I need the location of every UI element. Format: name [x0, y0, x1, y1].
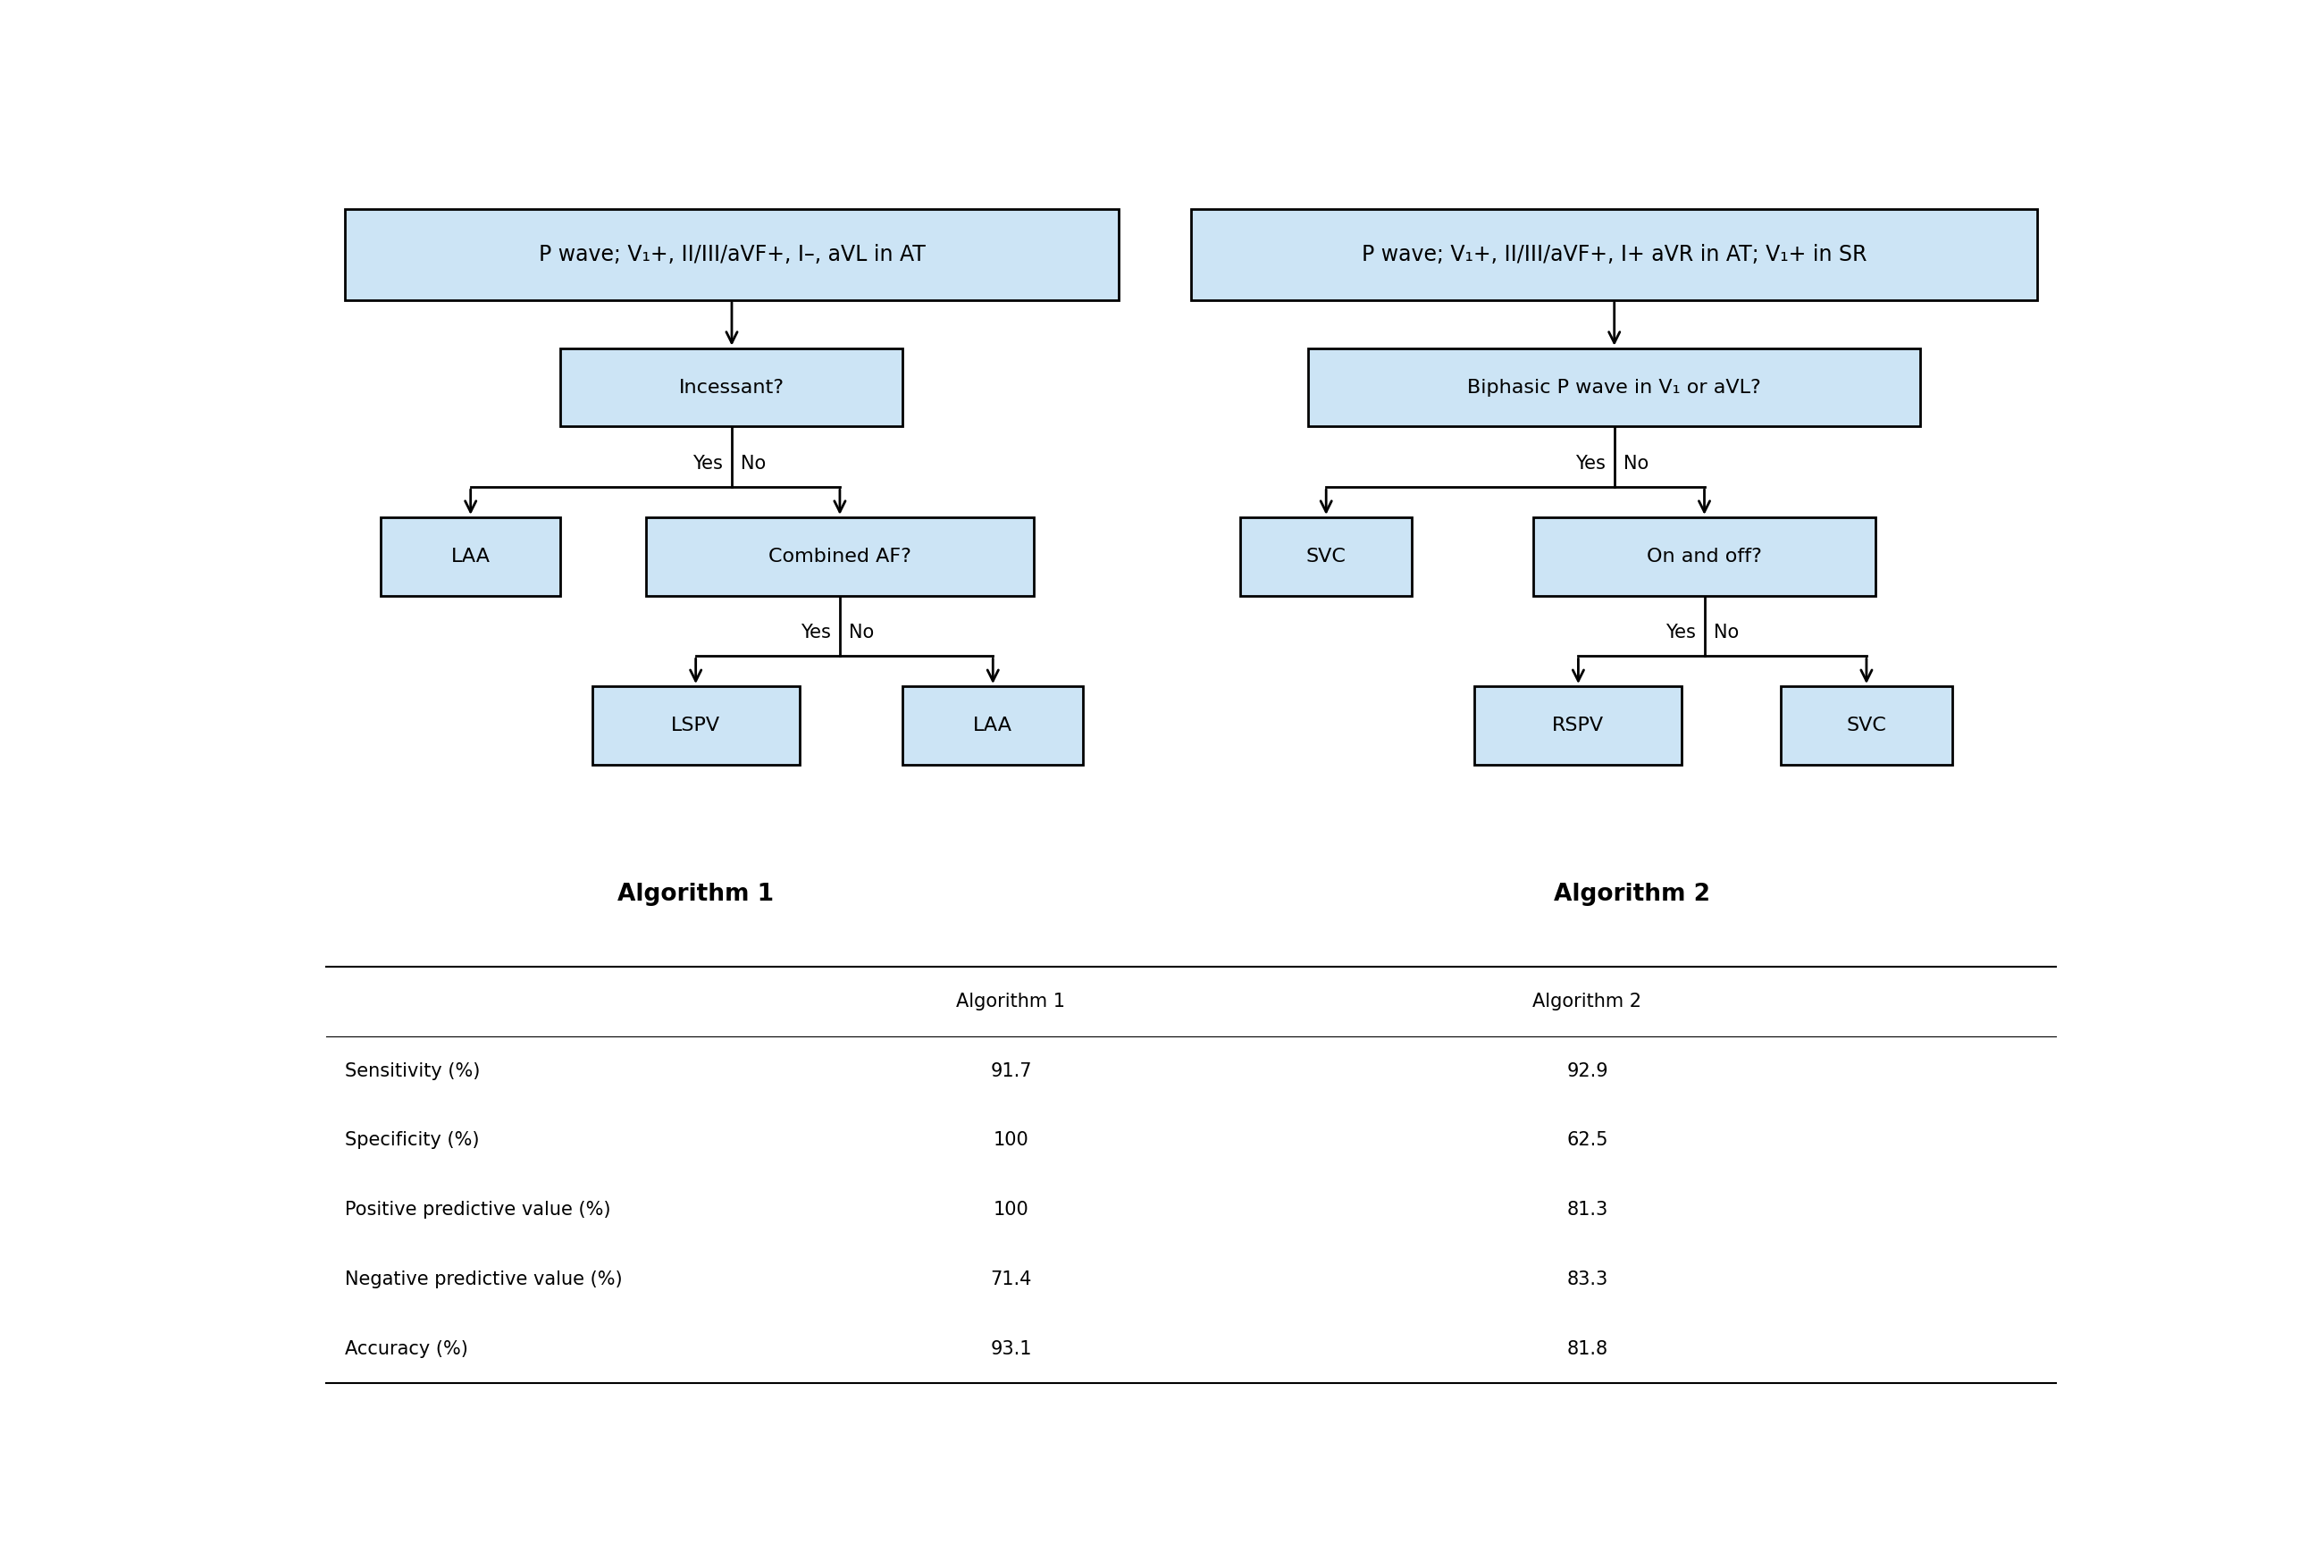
Text: Accuracy (%): Accuracy (%)	[344, 1339, 467, 1358]
Text: P wave; V₁+, II/III/aVF+, I+ aVR in AT; V₁+ in SR: P wave; V₁+, II/III/aVF+, I+ aVR in AT; …	[1362, 245, 1866, 265]
Text: Algorithm 1: Algorithm 1	[618, 883, 774, 906]
FancyBboxPatch shape	[1534, 517, 1875, 596]
Text: No: No	[741, 455, 767, 472]
Text: Yes: Yes	[1576, 455, 1606, 472]
Text: LAA: LAA	[974, 717, 1013, 734]
Text: Specificity (%): Specificity (%)	[344, 1132, 479, 1149]
Text: On and off?: On and off?	[1648, 547, 1762, 566]
Text: 100: 100	[992, 1132, 1030, 1149]
FancyBboxPatch shape	[1241, 517, 1411, 596]
Text: No: No	[1713, 624, 1738, 641]
FancyBboxPatch shape	[381, 517, 560, 596]
Text: Negative predictive value (%): Negative predictive value (%)	[344, 1270, 623, 1289]
Text: Incessant?: Incessant?	[679, 378, 786, 397]
Text: 81.3: 81.3	[1566, 1201, 1608, 1218]
Text: Yes: Yes	[1664, 624, 1697, 641]
FancyBboxPatch shape	[344, 209, 1120, 299]
Text: P wave; V₁+, II/III/aVF+, I–, aVL in AT: P wave; V₁+, II/III/aVF+, I–, aVL in AT	[539, 245, 925, 265]
Text: 91.7: 91.7	[990, 1062, 1032, 1080]
FancyBboxPatch shape	[646, 517, 1034, 596]
Text: LSPV: LSPV	[672, 717, 720, 734]
Text: Yes: Yes	[799, 624, 832, 641]
Text: 92.9: 92.9	[1566, 1062, 1608, 1080]
Text: SVC: SVC	[1306, 547, 1346, 566]
FancyBboxPatch shape	[1192, 209, 2038, 299]
FancyBboxPatch shape	[560, 348, 902, 426]
Text: Positive predictive value (%): Positive predictive value (%)	[344, 1201, 611, 1218]
FancyBboxPatch shape	[593, 687, 799, 765]
Text: 83.3: 83.3	[1566, 1270, 1608, 1289]
Text: Algorithm 2: Algorithm 2	[1534, 993, 1641, 1010]
Text: LAA: LAA	[451, 547, 490, 566]
Text: RSPV: RSPV	[1552, 717, 1604, 734]
Text: 81.8: 81.8	[1566, 1339, 1608, 1358]
Text: No: No	[1622, 455, 1648, 472]
Text: Combined AF?: Combined AF?	[769, 547, 911, 566]
FancyBboxPatch shape	[1780, 687, 1952, 765]
Text: Biphasic P wave in V₁ or aVL?: Biphasic P wave in V₁ or aVL?	[1466, 378, 1762, 397]
Text: Yes: Yes	[693, 455, 723, 472]
FancyBboxPatch shape	[902, 687, 1083, 765]
Text: SVC: SVC	[1845, 717, 1887, 734]
Text: 93.1: 93.1	[990, 1339, 1032, 1358]
Text: 100: 100	[992, 1201, 1030, 1218]
Text: Sensitivity (%): Sensitivity (%)	[344, 1062, 479, 1080]
Text: 71.4: 71.4	[990, 1270, 1032, 1289]
Text: No: No	[848, 624, 874, 641]
FancyBboxPatch shape	[1308, 348, 1920, 426]
Text: Algorithm 1: Algorithm 1	[957, 993, 1064, 1010]
Text: 62.5: 62.5	[1566, 1132, 1608, 1149]
Text: Algorithm 2: Algorithm 2	[1555, 883, 1710, 906]
FancyBboxPatch shape	[1476, 687, 1683, 765]
